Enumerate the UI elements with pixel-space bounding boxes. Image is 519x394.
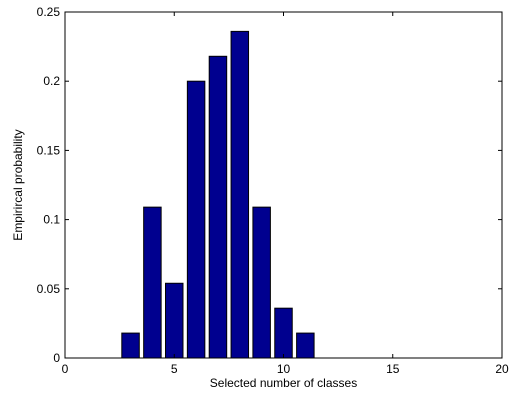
bar-3: [121, 332, 140, 359]
bar-10: [274, 307, 293, 359]
y-tick-label-0.25: 0.25: [37, 5, 61, 19]
y-tick-label-0.2: 0.2: [43, 74, 60, 88]
y-tick-label-0: 0: [53, 351, 60, 365]
y-tick-label-0.1: 0.1: [43, 213, 60, 227]
ticks-group: 0 5 10 15 20 0 0.05 0.1 0.15 0.2 0.25: [37, 5, 509, 376]
y-tick-label-0.15: 0.15: [37, 143, 61, 157]
bar-5: [165, 282, 184, 359]
bars-group: [121, 30, 315, 359]
plot-frame: [64, 11, 503, 359]
y-tick-label-0.05: 0.05: [37, 282, 61, 296]
x-tick-label-15: 15: [386, 362, 400, 376]
bar-4: [143, 206, 162, 359]
y-axis-title: Empirircal probability: [11, 129, 25, 240]
x-tick-label-20: 20: [495, 362, 509, 376]
x-axis-title: Selected number of classes: [210, 376, 357, 390]
bar-6: [186, 80, 206, 359]
bar-11: [296, 332, 315, 359]
bar-9: [252, 206, 271, 359]
x-tick-label-10: 10: [277, 362, 291, 376]
x-tick-label-5: 5: [171, 362, 178, 376]
plot-area: [65, 12, 502, 358]
bar-7: [208, 55, 228, 359]
x-tick-label-0: 0: [62, 362, 69, 376]
bar-8: [230, 30, 250, 359]
